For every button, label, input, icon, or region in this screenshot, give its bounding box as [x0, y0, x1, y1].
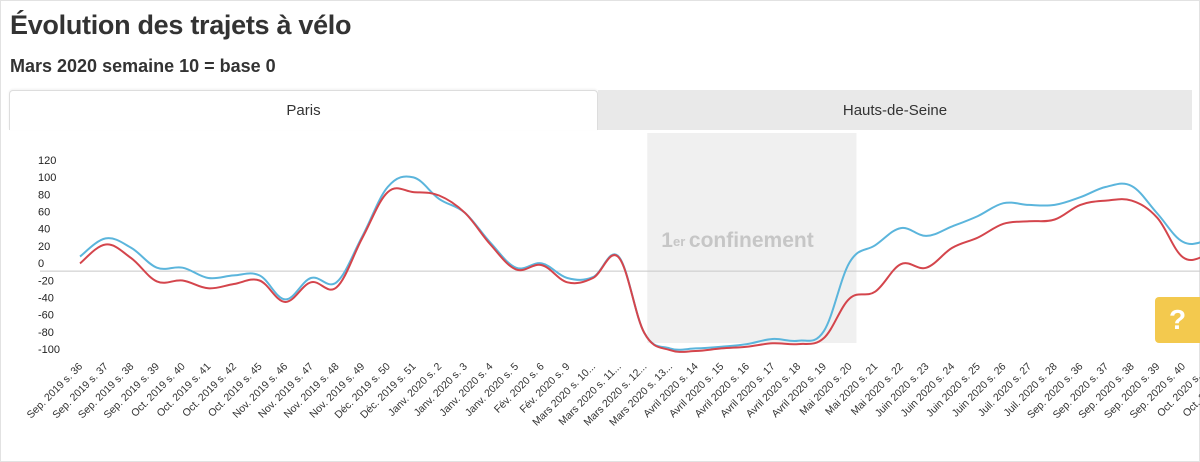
- series-line-1: [79, 187, 1200, 353]
- tab-paris[interactable]: Paris: [9, 90, 598, 130]
- page-subtitle: Mars 2020 semaine 10 = base 0: [10, 56, 276, 76]
- y-tick-label: -40: [38, 292, 54, 304]
- page-title: Évolution des trajets à vélo: [10, 10, 352, 40]
- y-tick-label: -60: [38, 310, 54, 322]
- y-tick-label: 120: [38, 155, 56, 167]
- help-button[interactable]: ?: [1155, 297, 1200, 343]
- series-lines-layer: [79, 175, 1200, 353]
- y-tick-label: -80: [38, 327, 54, 339]
- band-rect: [647, 133, 857, 343]
- y-tick-label: 60: [38, 207, 50, 219]
- y-axis-ticks: 120 100 80 60 40 20 0 -20 -40 -60 -80 -100: [38, 155, 60, 356]
- y-tick-label: -100: [38, 344, 60, 356]
- series-line-0: [79, 175, 1200, 351]
- bands-layer: 1er confinementCouvre-feu: [647, 133, 857, 343]
- y-tick-label: 100: [38, 172, 56, 184]
- y-tick-label: -20: [38, 275, 54, 287]
- band-label: 1er confinement: [661, 229, 813, 252]
- y-tick-label: 0: [38, 258, 44, 270]
- y-tick-label: 20: [38, 241, 50, 253]
- y-tick-label: 40: [38, 224, 50, 236]
- y-tick-label: 80: [38, 189, 50, 201]
- tab-hauts-de-seine[interactable]: Hauts-de-Seine: [598, 90, 1192, 130]
